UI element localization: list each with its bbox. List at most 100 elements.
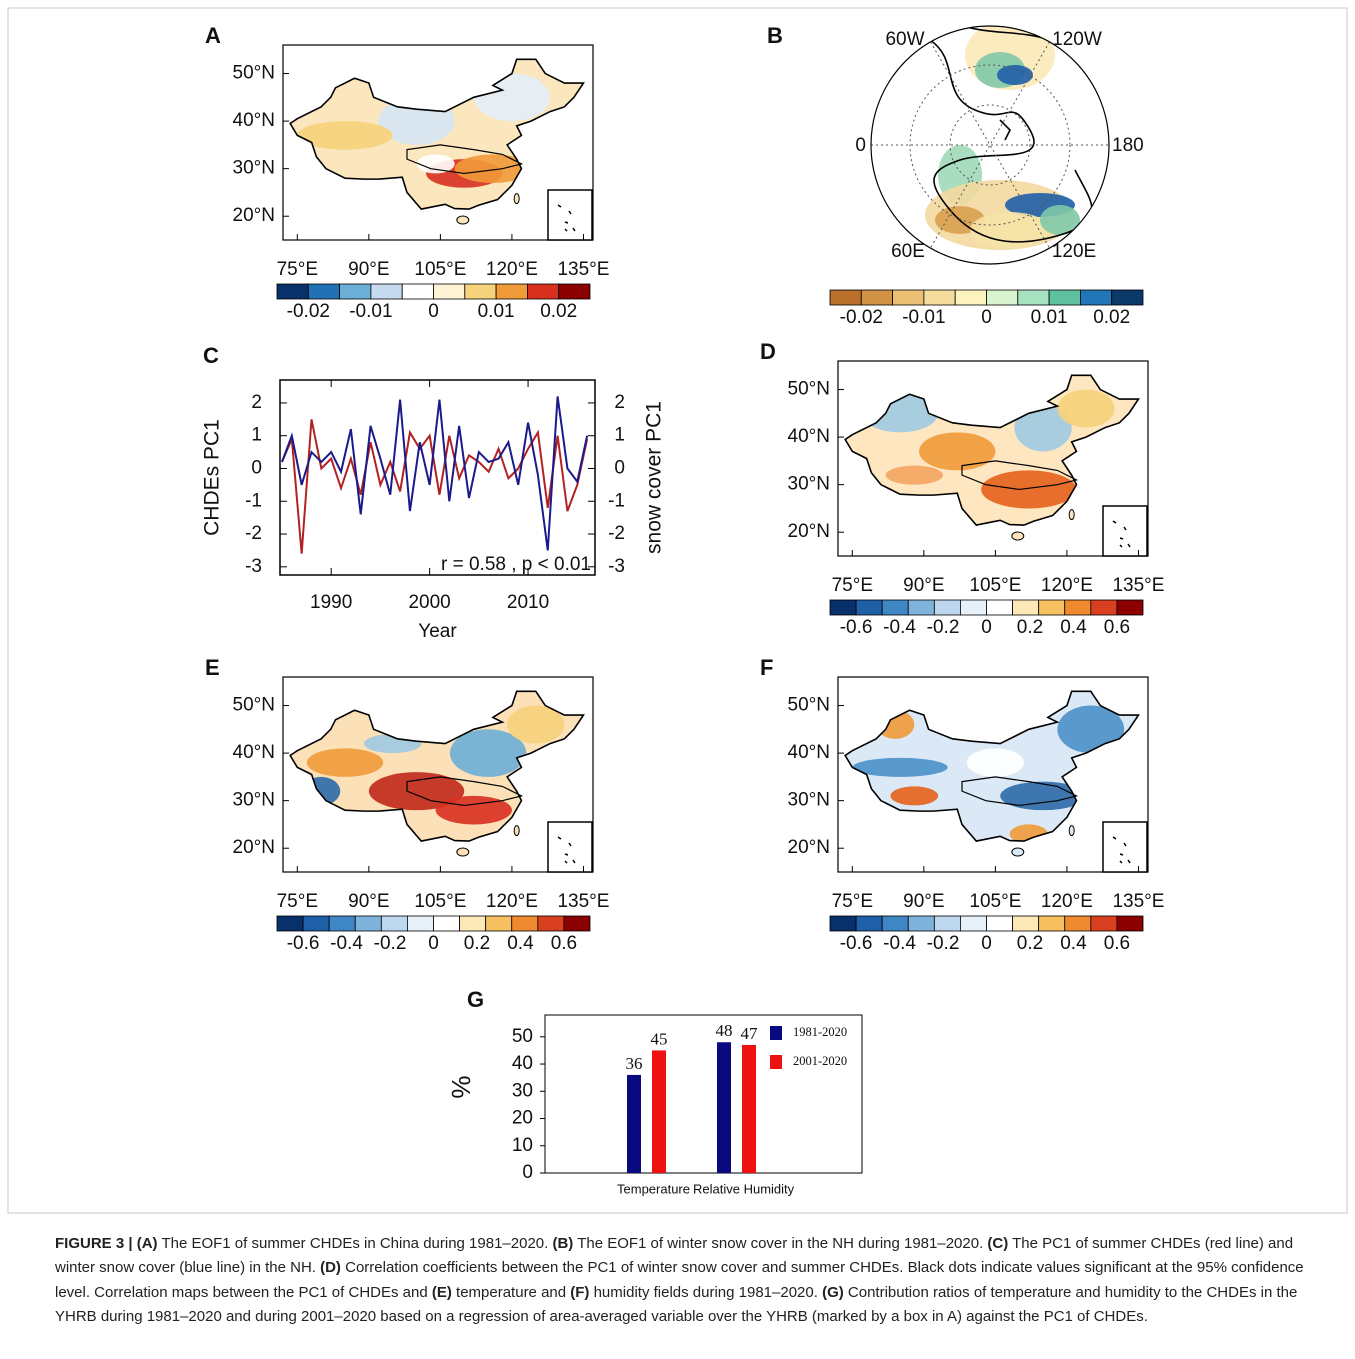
- inset-islands: [557, 204, 576, 232]
- colorbar-box: [960, 915, 987, 932]
- border: [844, 690, 1140, 842]
- y-tick-label: 2: [251, 392, 262, 413]
- lon-label: 135°E: [1112, 575, 1164, 596]
- anomaly: [416, 154, 455, 174]
- colorbar-box: [380, 915, 408, 932]
- lat-label: 50°N: [233, 63, 275, 84]
- caption: FIGURE 3 | (A) The EOF1 of summer CHDEs …: [55, 1232, 1317, 1329]
- panel-label: F: [760, 655, 773, 680]
- anomaly: [997, 65, 1033, 85]
- lon-label: 75°E: [832, 891, 873, 912]
- lon-label: 120°E: [1041, 891, 1093, 912]
- lon-label: 90°E: [348, 259, 389, 280]
- lat-label: 40°N: [233, 742, 275, 763]
- anomaly: [1040, 205, 1080, 235]
- anomaly: [966, 748, 1025, 777]
- inset: [1102, 821, 1148, 873]
- anomaly: [919, 432, 996, 471]
- y-tick-label: 20: [512, 1108, 533, 1129]
- lat-label: 20°N: [233, 837, 275, 858]
- colorbar-box: [433, 915, 460, 932]
- basin-line: [961, 460, 1079, 491]
- colorbar-label: -0.01: [902, 307, 945, 328]
- colorbar-box: [986, 599, 1013, 616]
- lat-label: 20°N: [788, 521, 830, 542]
- colorbar-box: [511, 915, 539, 932]
- caption-text: (E): [431, 1283, 452, 1301]
- colorbar-box: [1038, 915, 1066, 932]
- colorbar-label: 0: [981, 933, 992, 954]
- colorbar-box: [1116, 915, 1144, 932]
- caption-text: (C): [987, 1235, 1009, 1252]
- bar: [742, 1044, 756, 1173]
- caption-text: temperature and: [451, 1283, 571, 1301]
- bar: [652, 1050, 666, 1173]
- lat-label: 20°N: [788, 837, 830, 858]
- colorbar-label: -0.02: [287, 301, 330, 322]
- map-fill: [845, 691, 1139, 842]
- colorbar-box: [954, 289, 987, 306]
- inset: [1102, 505, 1148, 557]
- colorbar-label: -0.6: [840, 933, 873, 954]
- colorbar-box: [433, 283, 466, 300]
- border: [844, 374, 1140, 526]
- colorbar-label: 0.02: [1093, 307, 1130, 328]
- lon-label: 105°E: [969, 891, 1021, 912]
- colorbar-box: [1090, 915, 1118, 932]
- map-fill: [845, 375, 1139, 526]
- y-tick-label: 30: [512, 1080, 533, 1101]
- lon-label: 60W: [885, 29, 924, 50]
- lon-label: 120°E: [1041, 575, 1093, 596]
- colorbar-box: [1017, 289, 1050, 306]
- inset-islands: [1112, 520, 1131, 548]
- colorbar-label: 0: [428, 301, 439, 322]
- colorbar-label: 0.02: [540, 301, 577, 322]
- lon-label: 120W: [1052, 29, 1102, 50]
- colorbar-box: [892, 289, 925, 306]
- lon-label: 105°E: [414, 891, 466, 912]
- colorbar-box: [527, 283, 560, 300]
- caption-text: Contribution ratios of temperature and h…: [55, 1283, 1298, 1325]
- colorbar-box: [401, 283, 434, 300]
- colorbar-box: [1038, 599, 1066, 616]
- border: [289, 58, 585, 210]
- caption-text: (B): [552, 1235, 574, 1252]
- colorbar-box: [1012, 915, 1040, 932]
- colorbar-label: 0.01: [1031, 307, 1068, 328]
- colorbar-box: [558, 283, 591, 300]
- inset: [547, 821, 593, 873]
- colorbar-box: [923, 289, 956, 306]
- lat-label: 50°N: [233, 695, 275, 716]
- colorbar-box: [1048, 289, 1081, 306]
- lon-label: 135°E: [1112, 891, 1164, 912]
- colorbar-box: [881, 915, 909, 932]
- colorbar-label: -0.2: [927, 933, 960, 954]
- colorbar-label: 0.01: [478, 301, 515, 322]
- y2-tick-label: 2: [614, 392, 625, 413]
- lon-label: 60E: [891, 241, 925, 262]
- lat-label: 40°N: [788, 742, 830, 763]
- lon-label: 180: [1112, 135, 1144, 156]
- bar: [627, 1074, 641, 1173]
- caption-text: The PC1 of summer CHDEs (red line) and w…: [55, 1235, 1294, 1277]
- colorbar-box: [485, 915, 513, 932]
- colorbar-label: 0.6: [1104, 933, 1130, 954]
- lon-label: 0: [855, 135, 866, 156]
- colorbar-label: -0.2: [374, 933, 407, 954]
- island: [456, 847, 470, 857]
- caption-text: (F): [570, 1283, 590, 1301]
- lat-label: 30°N: [788, 474, 830, 495]
- lon-label: 90°E: [348, 891, 389, 912]
- figure: A 50°N 40°N 30°N 20°N 75°E 90°E 105°E 120°E 135°E…: [7, 7, 1348, 1214]
- inset-islands: [1112, 836, 1131, 864]
- x-tick-label: 2000: [408, 592, 450, 613]
- lon-label: 75°E: [277, 259, 318, 280]
- colorbar-label: -0.4: [883, 617, 916, 638]
- colorbar-box: [1012, 599, 1040, 616]
- anomaly: [885, 465, 943, 485]
- y-tick-label: 10: [512, 1135, 533, 1156]
- border: [289, 690, 585, 842]
- anomaly: [1057, 389, 1115, 428]
- panel-label: D: [760, 339, 776, 364]
- lat-label: 30°N: [788, 790, 830, 811]
